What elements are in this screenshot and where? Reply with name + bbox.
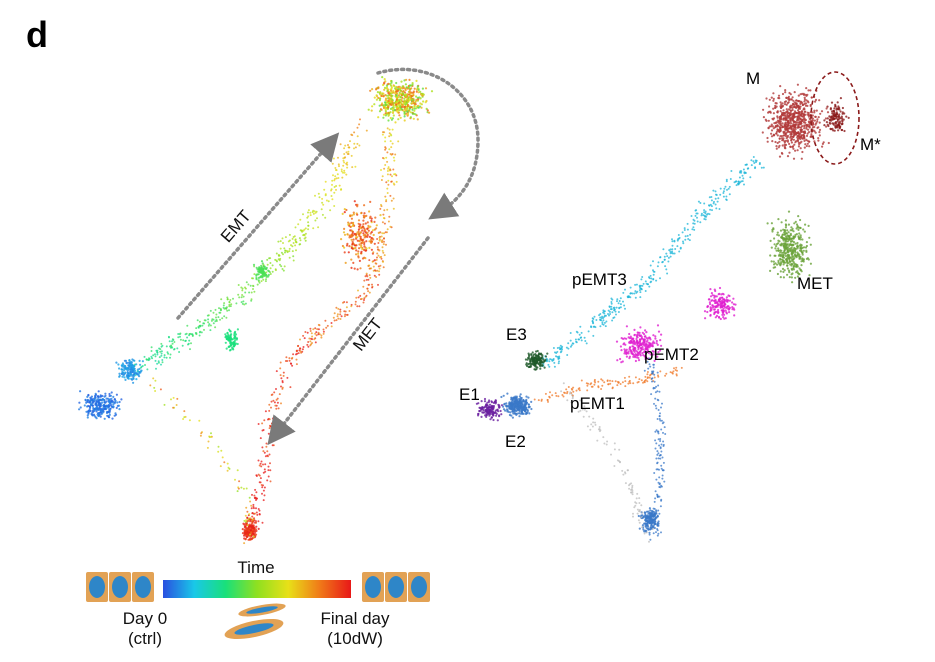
time-colorbar	[163, 580, 351, 598]
emt-arrow-label: EMT	[217, 207, 255, 247]
met-arrow	[267, 236, 430, 446]
mstar-highlight-ellipse	[810, 71, 860, 165]
cluster-label-mstar: M*	[860, 135, 881, 154]
organoid-elongated-thumbnails	[224, 603, 286, 640]
cluster-label-pemt3: pEMT3	[572, 270, 627, 289]
met-arrow-label: MET	[349, 315, 386, 355]
colorbar-start-label: Day 0	[122, 609, 168, 628]
colorbar-end-sublabel: (10dW)	[327, 629, 383, 648]
cluster-label-m: M	[746, 69, 760, 88]
panel-label: d	[26, 14, 48, 55]
colorbar-end-label: Final day	[320, 609, 390, 628]
cluster-label-e1: E1	[459, 385, 480, 404]
organoid-thumbnails-start	[86, 572, 154, 602]
cluster-label-met: MET	[797, 274, 833, 293]
cluster-label-pemt1: pEMT1	[570, 394, 625, 413]
cluster-label-pemt2: pEMT2	[644, 345, 699, 364]
cluster-label-e2: E2	[505, 432, 526, 451]
cluster-label-e3: E3	[506, 325, 527, 344]
left-trajectory-scatter	[78, 76, 434, 545]
organoid-thumbnails-end	[362, 572, 430, 602]
emt-arrow	[176, 132, 340, 320]
colorbar-start-sublabel: (ctrl)	[128, 629, 162, 648]
return-arc-arrow	[376, 67, 480, 220]
colorbar-title: Time	[237, 558, 275, 577]
right-cluster-scatter	[475, 83, 850, 543]
